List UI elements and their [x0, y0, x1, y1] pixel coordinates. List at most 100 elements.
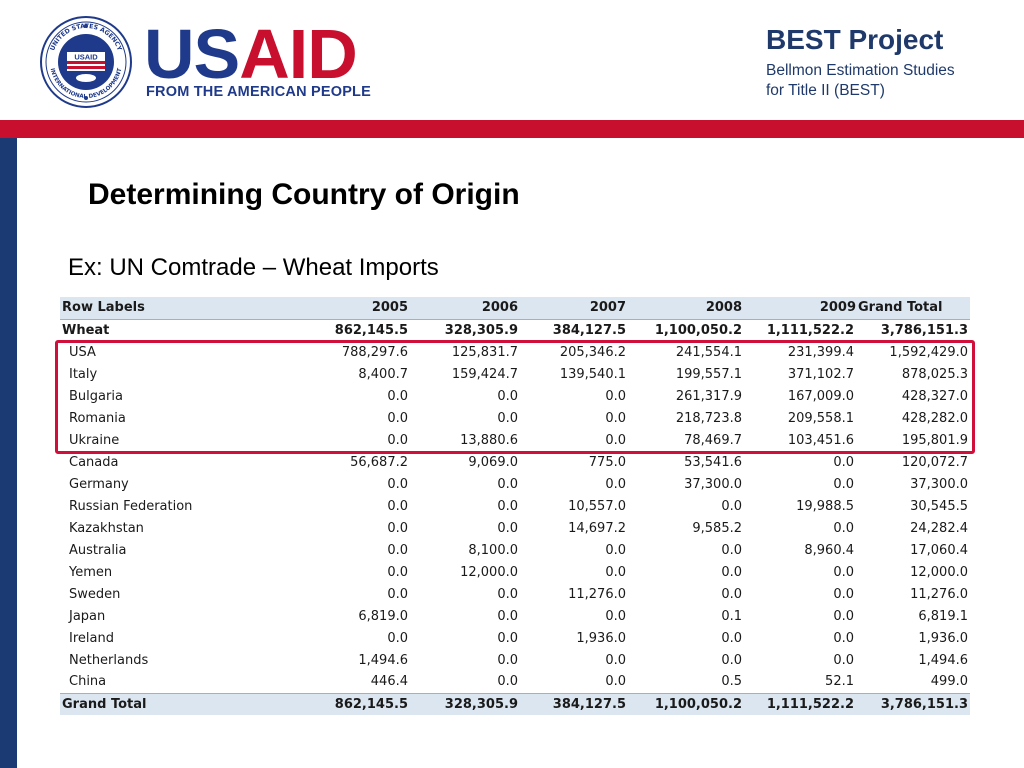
cell-2005: 6,819.0: [358, 608, 408, 624]
cell-2007: 384,127.5: [552, 696, 626, 712]
row-label: Germany: [69, 476, 129, 492]
cell-2007: 775.0: [588, 454, 626, 470]
table-row: Bulgaria 0.0 0.0 0.0 261,317.9 167,009.0 428,3…: [60, 385, 970, 407]
cell-2007: 384,127.5: [552, 322, 626, 338]
cell-2008: 0.0: [721, 630, 742, 646]
table-row: Australia 0.0 8,100.0 0.0 0.0 8,960.4 17,060.4: [60, 539, 970, 561]
project-subtitle-line1: Bellmon Estimation Studies: [766, 62, 955, 79]
usaid-seal-logo: UNITED STATES AGENCY INTERNATIONAL DEVEL…: [40, 16, 132, 108]
cell-grand-total: 3,786,151.3: [880, 696, 968, 712]
cell-grand-total: 12,000.0: [910, 564, 968, 580]
slide-subtitle: Ex: UN Comtrade – Wheat Imports: [68, 254, 439, 281]
cell-2008: 0.0: [721, 652, 742, 668]
row-label: China: [69, 674, 107, 690]
cell-2008: 0.0: [721, 586, 742, 602]
cell-2005: 0.0: [387, 410, 408, 426]
group-row-wheat: Wheat 862,145.5 328,305.9 384,127.5 1,10…: [60, 319, 970, 341]
cell-grand-total: 24,282.4: [910, 520, 968, 536]
cell-2005: 56,687.2: [350, 454, 408, 470]
table-row: Japan 6,819.0 0.0 0.0 0.1 0.0 6,819.1: [60, 605, 970, 627]
cell-2008: 199,557.1: [675, 366, 742, 382]
slide-title: Determining Country of Origin: [88, 178, 520, 211]
cell-2005: 788,297.6: [341, 344, 408, 360]
row-label: Italy: [69, 366, 98, 382]
cell-2009: 1,111,522.2: [766, 696, 854, 712]
cell-2007: 0.0: [605, 652, 626, 668]
cell-2009: 0.0: [833, 586, 854, 602]
header-row-labels: Row Labels: [62, 300, 145, 316]
table-row: Italy 8,400.7 159,424.7 139,540.1 199,557.1 3…: [60, 363, 970, 385]
row-label: Kazakhstan: [69, 520, 144, 536]
cell-2008: 53,541.6: [684, 454, 742, 470]
cell-2006: 0.0: [497, 498, 518, 514]
cell-2006: 0.0: [497, 630, 518, 646]
cell-2009: 231,399.4: [787, 344, 854, 360]
cell-grand-total: 6,819.1: [918, 608, 968, 624]
cell-2008: 0.0: [721, 564, 742, 580]
cell-2008: 218,723.8: [675, 410, 742, 426]
row-label: Grand Total: [62, 696, 147, 712]
table-row: Romania 0.0 0.0 0.0 218,723.8 209,558.1 428,28…: [60, 407, 970, 429]
cell-2008: 1,100,050.2: [654, 696, 742, 712]
row-label: Wheat: [62, 322, 110, 338]
header-2009: 2009: [819, 300, 856, 316]
row-label: Yemen: [69, 564, 113, 580]
cell-2006: 0.0: [497, 410, 518, 426]
table-header-row: Row Labels 2005 2006 2007 2008 2009 Gran…: [60, 297, 970, 319]
cell-2006: 125,831.7: [451, 344, 518, 360]
row-label: Romania: [69, 410, 126, 426]
cell-2006: 0.0: [497, 608, 518, 624]
cell-2009: 167,009.0: [787, 388, 854, 404]
cell-2006: 0.0: [497, 476, 518, 492]
left-blue-bar: [0, 138, 17, 768]
row-label: Ireland: [69, 630, 114, 646]
cell-2008: 261,317.9: [675, 388, 742, 404]
usaid-tagline: FROM THE AMERICAN PEOPLE: [146, 84, 371, 100]
cell-2007: 0.0: [605, 564, 626, 580]
cell-2009: 19,988.5: [796, 498, 854, 514]
cell-2006: 0.0: [497, 586, 518, 602]
cell-2006: 0.0: [497, 652, 518, 668]
cell-2007: 205,346.2: [559, 344, 626, 360]
cell-2009: 103,451.6: [787, 432, 854, 448]
cell-2007: 0.0: [605, 388, 626, 404]
cell-2009: 0.0: [833, 476, 854, 492]
cell-2005: 0.0: [387, 630, 408, 646]
row-label: Ukraine: [69, 432, 120, 448]
header-2005: 2005: [371, 300, 408, 316]
cell-grand-total: 428,327.0: [901, 388, 968, 404]
cell-2007: 1,936.0: [576, 630, 626, 646]
cell-2007: 14,697.2: [568, 520, 626, 536]
cell-2008: 0.1: [721, 608, 742, 624]
cell-2006: 8,100.0: [468, 542, 518, 558]
cell-2009: 0.0: [833, 564, 854, 580]
cell-2005: 0.0: [387, 586, 408, 602]
cell-grand-total: 1,494.6: [918, 652, 968, 668]
cell-2005: 0.0: [387, 520, 408, 536]
cell-2008: 78,469.7: [684, 432, 742, 448]
row-label: Bulgaria: [69, 388, 123, 404]
cell-2005: 446.4: [370, 674, 408, 690]
cell-2009: 0.0: [833, 454, 854, 470]
cell-2006: 0.0: [497, 388, 518, 404]
usaid-wordmark-us: US: [144, 15, 240, 93]
cell-2006: 328,305.9: [444, 696, 518, 712]
cell-grand-total: 3,786,151.3: [880, 322, 968, 338]
cell-2007: 0.0: [605, 476, 626, 492]
cell-2005: 0.0: [387, 498, 408, 514]
cell-2006: 12,000.0: [460, 564, 518, 580]
cell-2006: 9,069.0: [468, 454, 518, 470]
cell-grand-total: 11,276.0: [910, 586, 968, 602]
cell-2007: 11,276.0: [568, 586, 626, 602]
cell-2005: 0.0: [387, 542, 408, 558]
table-row: Yemen 0.0 12,000.0 0.0 0.0 0.0 12,000.0: [60, 561, 970, 583]
cell-2005: 862,145.5: [334, 696, 408, 712]
cell-2009: 0.0: [833, 652, 854, 668]
header-2006: 2006: [481, 300, 518, 316]
row-label: Australia: [69, 542, 127, 558]
table-row: Kazakhstan 0.0 0.0 14,697.2 9,585.2 0.0 24,282…: [60, 517, 970, 539]
project-title: BEST Project: [766, 24, 944, 55]
table-row: Russian Federation 0.0 0.0 10,557.0 0.0 19,98…: [60, 495, 970, 517]
row-label: Russian Federation: [69, 498, 193, 514]
row-label: Netherlands: [69, 652, 149, 668]
